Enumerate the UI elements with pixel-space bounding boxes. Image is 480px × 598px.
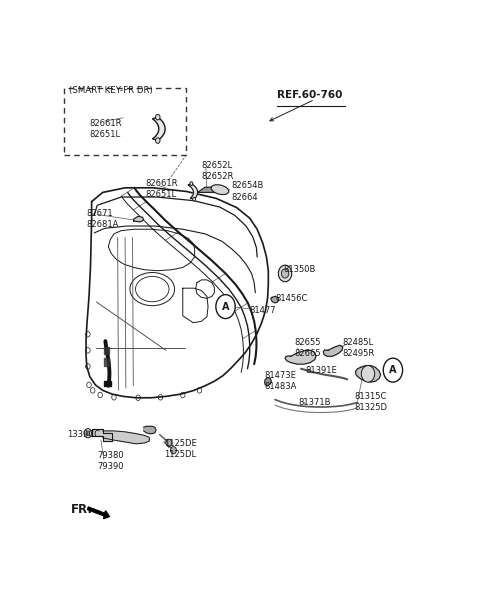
Text: 81315C
81325D: 81315C 81325D [354,392,387,413]
FancyArrow shape [87,507,109,518]
Text: A: A [389,365,396,375]
Circle shape [166,439,172,447]
Text: 1339CC: 1339CC [67,430,100,439]
Circle shape [84,429,92,438]
Text: 81391E: 81391E [305,365,337,374]
Circle shape [278,265,292,282]
Polygon shape [285,350,316,364]
Text: 81456C: 81456C [276,294,308,303]
Circle shape [383,358,403,382]
Text: 82652L
82652R: 82652L 82652R [202,161,234,181]
Polygon shape [356,365,381,382]
Polygon shape [264,377,271,386]
Polygon shape [104,381,111,386]
Text: A: A [222,301,229,312]
Text: 81371B: 81371B [298,398,331,407]
Text: 79380
79390: 79380 79390 [97,451,124,471]
Circle shape [190,182,193,185]
Circle shape [216,295,235,319]
Polygon shape [104,347,109,354]
Text: 82671
82681A: 82671 82681A [86,209,119,229]
Circle shape [170,447,177,454]
Text: 82655
82665: 82655 82665 [294,338,321,358]
Circle shape [281,269,289,278]
Text: 81473E
81483A: 81473E 81483A [264,371,297,391]
Text: 82654B
82664: 82654B 82664 [231,181,264,202]
Polygon shape [271,297,279,303]
Text: FR.: FR. [71,503,93,515]
Polygon shape [153,117,165,141]
Polygon shape [324,345,343,356]
Polygon shape [198,187,218,193]
Text: REF.60-760: REF.60-760 [276,90,342,100]
Circle shape [361,365,375,382]
Circle shape [86,431,90,435]
Polygon shape [92,429,112,441]
Text: 82661R
82651L: 82661R 82651L [145,179,178,199]
Polygon shape [133,216,144,222]
Text: 1125DE
1125DL: 1125DE 1125DL [164,440,197,459]
Text: 82661R
82651L: 82661R 82651L [90,119,122,139]
Circle shape [156,138,160,144]
Bar [64,88,186,155]
Circle shape [156,114,160,120]
Polygon shape [144,426,156,434]
Text: 81477: 81477 [250,306,276,315]
Circle shape [192,197,195,201]
Ellipse shape [211,185,229,194]
Text: (SMART KEY-FR DR): (SMART KEY-FR DR) [69,86,153,96]
Polygon shape [103,431,149,444]
Polygon shape [188,184,198,199]
Polygon shape [104,358,109,365]
Text: 81350B: 81350B [283,266,315,274]
Text: 82485L
82495R: 82485L 82495R [343,338,375,358]
